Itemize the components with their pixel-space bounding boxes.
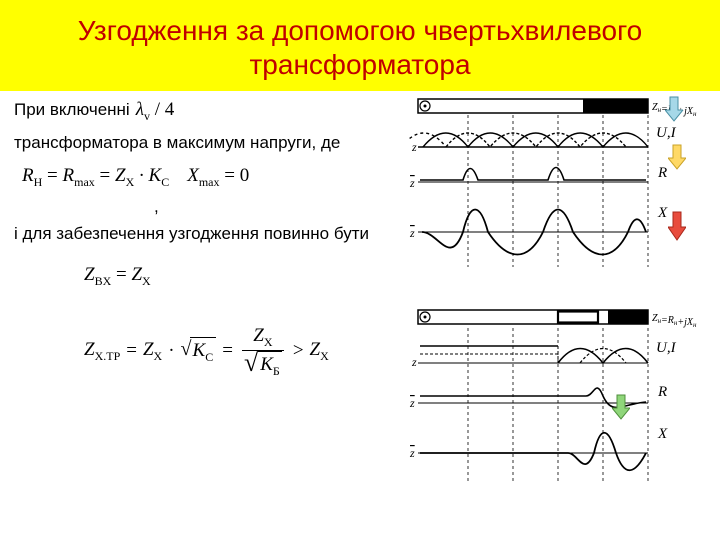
diagram-column: Zн=Rн+jXн U,I z R z X z	[404, 97, 704, 513]
arrow-green	[612, 394, 630, 420]
arrow-cyan	[665, 96, 683, 122]
content-area: При включенні λv / 4 трансформатора в ма…	[0, 91, 720, 513]
svg-text:X: X	[657, 426, 668, 442]
arrow-yellow	[668, 144, 686, 170]
page-title: Узгодження за допомогою чвертьхвилевого …	[10, 14, 710, 81]
eq-zbx: ZBX = ZX	[84, 262, 404, 289]
lambda-quarter-expr: λv / 4	[136, 97, 175, 124]
eq-ztp: ZX.TP = ZX · KC = ZX √KБ > ZX	[84, 323, 404, 379]
svg-text:R: R	[657, 165, 667, 181]
svg-text:X: X	[657, 205, 668, 221]
eq-xmax: Xmax = 0	[187, 163, 249, 190]
svg-text:R: R	[657, 384, 667, 400]
svg-text:z: z	[409, 176, 415, 190]
svg-text:z: z	[409, 396, 415, 410]
text-intro: При включенні	[14, 99, 130, 122]
svg-text:z: z	[409, 226, 415, 240]
diagram-bottom: Zн=Rн+jXн U,I z R z X z	[408, 308, 698, 513]
svg-text:U,I: U,I	[656, 125, 677, 141]
equation-row-1: RH = Rmax = ZX · KC Xmax = 0	[22, 163, 404, 190]
svg-text:U,I: U,I	[656, 340, 677, 356]
svg-text:Zн=Rн+jXн: Zн=Rн+jXн	[652, 313, 697, 329]
title-bar: Узгодження за допомогою чвертьхвилевого …	[0, 0, 720, 91]
text-column: При включенні λv / 4 трансформатора в ма…	[14, 97, 404, 513]
diagram-top: Zн=Rн+jXн U,I z R z X z	[408, 97, 698, 302]
svg-text:z: z	[411, 140, 417, 154]
line-2: трансформатора в максимум напруги, де	[14, 132, 404, 155]
svg-text:z: z	[411, 355, 417, 369]
eq-rh: RH = Rmax = ZX · KC	[22, 163, 169, 190]
line-3: і для забезпечення узгодження повинно бу…	[14, 223, 404, 246]
svg-text:z: z	[409, 446, 415, 460]
arrow-red	[668, 210, 686, 242]
line-1: При включенні λv / 4	[14, 97, 404, 124]
comma: ,	[154, 196, 404, 219]
